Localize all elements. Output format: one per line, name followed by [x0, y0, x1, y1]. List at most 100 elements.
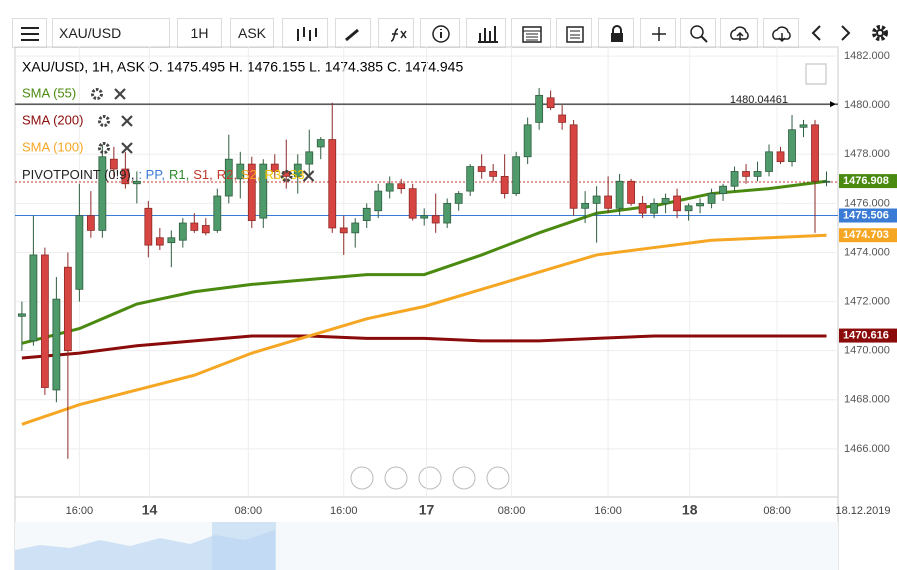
- legend-label: SMA (55): [22, 85, 76, 100]
- draw-button[interactable]: [335, 18, 371, 48]
- upload-button[interactable]: [720, 18, 758, 48]
- candle-body: [201, 225, 210, 234]
- candle-body: [132, 180, 141, 185]
- navigator-area: [15, 530, 275, 570]
- level-arrow: [830, 101, 836, 108]
- x-tick-label: 08:00: [235, 505, 263, 517]
- nav-zoom-out[interactable]: [384, 466, 408, 490]
- candle-body: [822, 180, 831, 183]
- symbol-select[interactable]: XAU/USD: [52, 18, 170, 48]
- icon: [432, 25, 450, 43]
- nav-zoom-in[interactable]: [452, 466, 476, 490]
- menu-button[interactable]: [12, 18, 47, 48]
- navigator: [15, 522, 838, 570]
- candle-body: [167, 237, 176, 244]
- candle-body: [155, 237, 164, 246]
- settings-icon[interactable]: [280, 170, 293, 182]
- pivot-item: R2,: [217, 167, 237, 182]
- nav-left[interactable]: [350, 466, 374, 490]
- ohlc-text: O. 1475.495 H. 1476.155 L. 1474.385 C. 1…: [148, 59, 463, 75]
- next-button[interactable]: [831, 18, 859, 48]
- icon: [478, 26, 498, 43]
- last-date: 18.12.2019: [835, 505, 890, 517]
- pivot-legend: PIVOTPOINT (0!9),: PP, R1, S1, R2, S2, R3, S3: [22, 167, 305, 182]
- candle-body: [420, 215, 429, 219]
- remove-icon: [121, 142, 133, 154]
- candle-body: [753, 171, 762, 177]
- settings-icon[interactable]: [91, 88, 103, 100]
- expand-button[interactable]: [805, 63, 827, 85]
- nav-reset[interactable]: [418, 466, 442, 490]
- icon: [690, 25, 708, 43]
- candle-body: [696, 202, 704, 207]
- candle-body: [673, 195, 681, 212]
- y-tick-label: 1468.000: [844, 394, 890, 406]
- candle-body: [776, 151, 785, 163]
- candle-body: [569, 124, 578, 209]
- candle-body: [86, 215, 95, 231]
- price-type-select[interactable]: ASK: [230, 18, 274, 48]
- x-tick-label: 08:00: [498, 505, 526, 517]
- calendar-button[interactable]: [511, 18, 551, 48]
- crosshair-button[interactable]: [640, 18, 676, 48]
- interval-select[interactable]: 1H: [177, 18, 222, 48]
- lock-button[interactable]: [598, 18, 634, 48]
- remove-icon: [114, 88, 126, 100]
- candle-body: [581, 202, 590, 209]
- x-tick-label: 16:00: [330, 505, 358, 517]
- price-tag: [839, 328, 897, 343]
- candle-body: [362, 207, 371, 221]
- sma-line: [21, 334, 827, 360]
- pivot-item: R3,: [264, 167, 284, 182]
- candle-body: [282, 171, 291, 177]
- price-tag: [839, 208, 897, 223]
- candle-body: [52, 298, 61, 391]
- indicator-button[interactable]: [466, 18, 506, 48]
- report-button[interactable]: [556, 18, 592, 48]
- candle-body: [305, 151, 314, 165]
- candle-body: [592, 195, 601, 204]
- candle-body: [29, 254, 38, 342]
- candle-body: [615, 180, 624, 209]
- nav-right[interactable]: [486, 466, 510, 490]
- remove-icon: [302, 170, 315, 182]
- plot: [15, 47, 838, 497]
- legend-label: SMA (100): [22, 139, 83, 154]
- candle-body: [811, 124, 819, 182]
- prev-button[interactable]: [803, 18, 831, 48]
- info-button[interactable]: [420, 18, 460, 48]
- level-label: 1480.04461: [730, 94, 788, 106]
- function-button[interactable]: [378, 18, 414, 48]
- candle-body: [799, 124, 808, 128]
- icon: [390, 28, 407, 42]
- candle-body: [765, 151, 773, 172]
- price-type: ASK: [237, 25, 266, 41]
- y-tick-label: 1472.000: [844, 295, 890, 307]
- y-tick-label: 1478.000: [844, 148, 890, 160]
- candle-body: [63, 266, 72, 352]
- pivot-item: S1,: [193, 167, 213, 182]
- candle-body: [546, 97, 555, 109]
- x-tick-label: 16:00: [594, 505, 622, 517]
- settings-icon[interactable]: [98, 115, 110, 127]
- candle-body: [328, 139, 337, 229]
- candle-body: [98, 156, 107, 231]
- candle-body: [190, 222, 199, 231]
- chart-title: XAU/USD, 1H, ASK: [22, 59, 146, 75]
- settings-button[interactable]: [865, 18, 895, 48]
- candle-body: [339, 227, 348, 234]
- pivot-item: R1,: [169, 167, 189, 182]
- interval: 1H: [190, 25, 209, 41]
- pivot-item: S3: [289, 167, 305, 182]
- candle-body: [316, 139, 325, 148]
- download-button[interactable]: [763, 18, 799, 48]
- zoom-button[interactable]: [680, 18, 716, 48]
- candle-body: [466, 166, 475, 192]
- settings-icon[interactable]: [98, 142, 110, 154]
- chart-type-button[interactable]: [282, 18, 328, 48]
- candle-body: [213, 195, 222, 231]
- candle-body: [374, 190, 383, 212]
- pivot-item: S2,: [241, 167, 261, 182]
- y-tick-label: 1482.000: [844, 50, 890, 62]
